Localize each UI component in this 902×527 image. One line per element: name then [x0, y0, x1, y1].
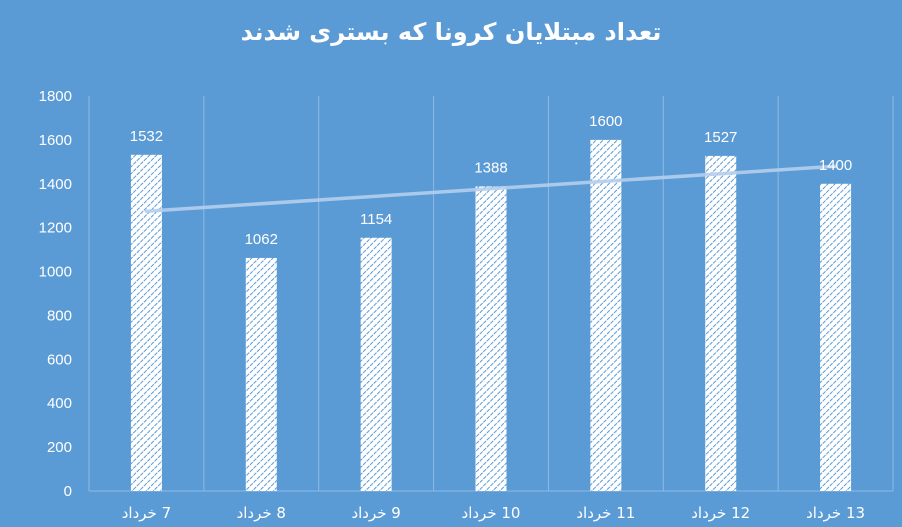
x-tick-label: 11 خرداد — [576, 504, 635, 522]
data-label: 1600 — [589, 113, 622, 130]
bar — [245, 257, 277, 491]
bar — [360, 237, 392, 491]
trendline-path — [144, 164, 838, 213]
x-tick-label: 10 خرداد — [462, 504, 521, 522]
bar — [820, 183, 852, 491]
y-tick-label: 600 — [47, 351, 72, 368]
y-tick-label: 1000 — [39, 264, 72, 281]
y-tick-label: 1400 — [39, 176, 72, 193]
y-tick-label: 1800 — [39, 88, 72, 105]
data-label: 1532 — [130, 128, 163, 145]
y-tick-label: 400 — [47, 395, 72, 412]
x-tick-label: 12 خرداد — [691, 504, 750, 522]
x-tick-label: 7 خرداد — [122, 504, 171, 522]
gridlines — [88, 96, 894, 492]
y-tick-label: 1600 — [39, 132, 72, 149]
bar — [705, 155, 737, 492]
data-label: 1400 — [819, 157, 852, 174]
trendline — [144, 164, 838, 213]
data-label: 1154 — [360, 211, 392, 228]
x-axis: 7 خرداد 8 خرداد 9 خرداد 10 خرداد 11 خرداد 12 … — [122, 504, 865, 522]
bar — [590, 139, 622, 491]
x-tick-label: 8 خرداد — [237, 504, 286, 522]
data-labels: 1532 1062 1154 1388 1600 1527 1400 — [130, 113, 853, 248]
y-axis: 0 200 400 600 800 1000 1200 1400 1600 1800 — [39, 88, 72, 500]
bar — [475, 186, 507, 491]
data-label: 1062 — [245, 231, 278, 248]
y-tick-label: 200 — [47, 439, 72, 456]
y-tick-label: 0 — [64, 483, 72, 500]
x-tick-label: 13 خرداد — [806, 504, 865, 522]
chart-title: تعداد مبتلایان کرونا که بستری شدند — [240, 18, 662, 46]
bar — [130, 154, 162, 492]
x-tick-label: 9 خرداد — [351, 504, 400, 522]
y-tick-label: 800 — [47, 307, 72, 324]
data-label: 1527 — [704, 129, 737, 146]
y-tick-label: 1200 — [39, 220, 72, 237]
data-label: 1388 — [474, 159, 507, 176]
bars — [130, 139, 852, 492]
